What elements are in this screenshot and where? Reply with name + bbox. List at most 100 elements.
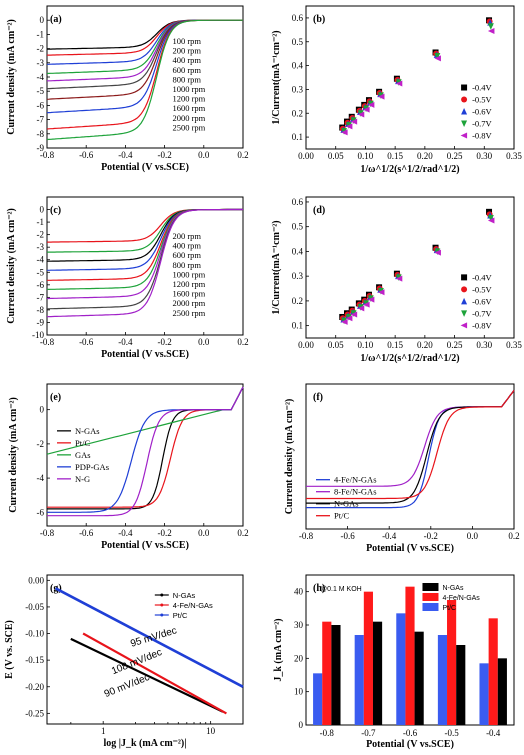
panel-b-legend-marker bbox=[460, 132, 468, 139]
panel-a-legend-entry: 1600 rpm bbox=[172, 103, 205, 113]
panel-h-bar-Pt/C bbox=[479, 663, 489, 725]
panel-e-label: (e) bbox=[50, 392, 61, 403]
panel-d-ytick-label: 0.2 bbox=[292, 296, 303, 306]
panel-h-ytick-label: 30 bbox=[294, 620, 304, 630]
panel-c-xtick-label: -0.6 bbox=[79, 337, 94, 347]
panel-g-ytick-label: -0.10 bbox=[25, 629, 44, 639]
panel-c-legend-entry: 1000 rpm bbox=[172, 269, 205, 279]
panel-c-y-axis-label: Current density (mA cm⁻²) bbox=[6, 208, 17, 324]
panel-c-series-8-line bbox=[46, 208, 243, 318]
panel-a-legend-entry: 100 rpm bbox=[172, 36, 201, 46]
panel-c-series-6-line bbox=[47, 208, 243, 300]
panel-e-y-axis-label: Current density (mA cm⁻²) bbox=[8, 397, 19, 513]
panel-e-series-4-line bbox=[47, 386, 244, 517]
panel-b-series-3-point bbox=[487, 23, 494, 30]
panel-g-tafel-slope-label: 90 mV/dec bbox=[103, 672, 151, 700]
panel-g-legend-marker bbox=[160, 593, 164, 597]
panel-e-ytick-label: 0 bbox=[40, 405, 45, 415]
panel-g-plot: 1 10 0.00 -0.05 -0.10 -0.15 -0.20 -0.25 log |J_k… bbox=[4, 574, 244, 749]
panel-c-xtick-label: -0.2 bbox=[157, 337, 171, 347]
panel-d-ytick-label: 0.6 bbox=[292, 197, 304, 207]
panel-g-ytick-label: -0.25 bbox=[25, 708, 44, 718]
panel-e: (e) bbox=[50, 392, 61, 403]
panel-h-xtick-label: -0.8 bbox=[320, 728, 335, 738]
panel-h-xtick-label: -0.7 bbox=[361, 728, 376, 738]
panel-c-series-2-line bbox=[47, 208, 243, 262]
panel-a-legend-entry: 1000 rpm bbox=[172, 84, 205, 94]
panel-h-bar-N-GAs bbox=[456, 645, 466, 725]
panel-b-xtick-label: 0.15 bbox=[387, 151, 403, 161]
panel-b-legend-marker bbox=[461, 84, 468, 91]
panel-e-xtick-label: -0.8 bbox=[40, 528, 55, 538]
panel-h-ytick-label: 40 bbox=[294, 587, 304, 597]
panel-c: (c) bbox=[50, 205, 61, 216]
panel-g-ytick-label: 0.00 bbox=[28, 575, 44, 585]
panel-d-series-4-point bbox=[350, 311, 358, 318]
panel-h-bar-4-Fe/N-GAs bbox=[363, 591, 373, 725]
panel-g-ytick-label: -0.15 bbox=[25, 655, 44, 665]
panel-h-bar-Pt/C bbox=[437, 635, 448, 725]
panel-a-xtick-label: 0.2 bbox=[237, 150, 248, 160]
panel-a-series-4-line bbox=[46, 19, 243, 82]
panel-b-xtick-label: 0.20 bbox=[417, 151, 433, 161]
panel-h-bar-N-GAs bbox=[331, 625, 341, 725]
panel-a-legend-entry: 600 rpm bbox=[172, 65, 201, 75]
panel-c-ytick-label: -7 bbox=[37, 292, 45, 302]
panel-f-series-1-line bbox=[306, 390, 515, 487]
panel-d-series-4-point bbox=[363, 301, 370, 308]
panel-f-legend-entry: N-GAs bbox=[334, 499, 359, 509]
panel-d-series-4-point bbox=[395, 275, 403, 282]
panel-b-series-4-point bbox=[367, 101, 375, 108]
panel-d-ytick-label: 0.3 bbox=[292, 271, 304, 281]
panel-a-ytick-label: 0 bbox=[40, 15, 45, 25]
panel-a-plot: -0.8 -0.6 -0.4 -0.2 0.0 0.2 0 -1 -2 -3 -4 -5 -6 -7 -8 -… bbox=[6, 5, 249, 173]
panel-a-ytick-label: -4 bbox=[37, 72, 45, 82]
panel-g-series-2-line bbox=[54, 587, 244, 688]
panel-e-ytick-label: -4 bbox=[37, 473, 45, 483]
panel-f-legend-entry: 8-Fe/N-GAs bbox=[334, 487, 377, 497]
panel-c-ytick-label: 0 bbox=[40, 205, 45, 215]
panel-e-series-2-line bbox=[46, 386, 244, 455]
panel-b-legend-marker bbox=[461, 108, 468, 115]
panel-d-y-axis-label: 1/Current(mA⁻¹cm⁻²) bbox=[271, 220, 282, 314]
panel-d-legend-marker bbox=[461, 274, 468, 281]
panel-d-series-4-point bbox=[341, 318, 348, 325]
panel-h-legend-swatch bbox=[422, 603, 439, 611]
panel-h-x-axis-label: Potential (V vs.SCE) bbox=[366, 739, 454, 750]
panel-b-legend-marker bbox=[461, 120, 468, 128]
panel-b-legend-entry: -0.5V bbox=[472, 95, 492, 105]
panel-c-ytick-label: -9 bbox=[37, 317, 45, 327]
panel-d-legend-entry: -0.4V bbox=[472, 272, 492, 282]
panel-f-xtick-label: -0.6 bbox=[340, 531, 355, 541]
panel-d-legend-marker bbox=[461, 310, 468, 317]
panel-f-y-axis-label: Current density (mA cm⁻²) bbox=[284, 399, 295, 515]
panel-a-ytick-label: -3 bbox=[37, 58, 45, 68]
panel-h-legend-entry: Pt/C bbox=[442, 605, 456, 612]
panel-h-plot: 0 10 20 30 40 -0.8 -0.7 -0.6 -0.5 -0.4 Potential (… bbox=[273, 574, 515, 750]
panel-g-tafel-slope-label: 95 mV/dec bbox=[129, 625, 178, 649]
panel-c-series-1-line bbox=[47, 208, 243, 253]
panel-c-ytick-label: -1 bbox=[37, 217, 45, 227]
panel-f-xtick-label: 0.0 bbox=[467, 531, 479, 541]
panel-d-x-axis-label: 1/ω^1/2(s^1/2/rad^1/2) bbox=[360, 353, 459, 364]
panel-c-legend-entry: 200 rpm bbox=[172, 231, 201, 241]
panel-f-x-axis-label: Potential (V vs.SCE) bbox=[366, 543, 454, 554]
panel-d-xtick-label: 0.10 bbox=[358, 340, 374, 350]
panel-b-legend-entry: -0.7V bbox=[472, 119, 492, 129]
panel-b-series-4-point bbox=[487, 28, 495, 35]
panel-e-xtick-label: -0.6 bbox=[79, 528, 94, 538]
panel-e-legend-entry: GAs bbox=[75, 450, 91, 460]
panel-g-ytick-label: -0.20 bbox=[25, 682, 44, 692]
panel-a-xtick-label: -0.8 bbox=[40, 150, 55, 160]
panel-d-xtick-label: 0.00 bbox=[298, 340, 314, 350]
panel-b-series-4-point bbox=[434, 55, 441, 62]
panel-a-legend-entry: 400 rpm bbox=[172, 55, 201, 65]
panel-c-legend-entry: 1600 rpm bbox=[172, 289, 205, 299]
panel-f-xtick-label: -0.8 bbox=[299, 531, 314, 541]
panel-b-axes-frame bbox=[305, 5, 515, 150]
panel-d-series-4-point bbox=[357, 305, 365, 312]
panel-e-axes-frame bbox=[46, 383, 244, 527]
panel-b-label: (b) bbox=[313, 14, 325, 25]
panel-c-legend-entry: 2500 rpm bbox=[172, 308, 205, 318]
panel-d-ytick-label: 0.1 bbox=[292, 321, 303, 331]
